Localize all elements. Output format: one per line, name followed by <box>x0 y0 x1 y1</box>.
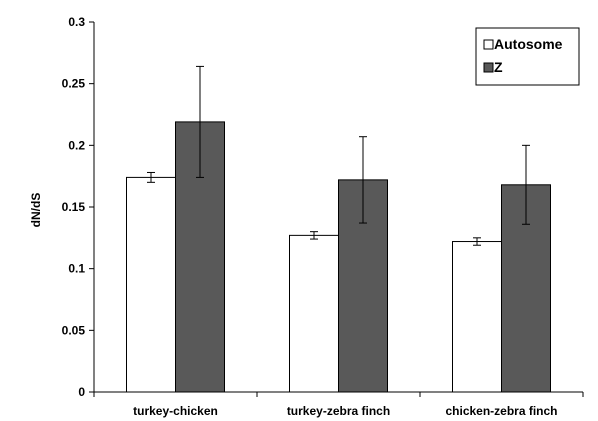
legend: Autosome Z <box>475 27 580 86</box>
y-tick-label: 0.3 <box>68 15 85 29</box>
y-tick-label: 0.1 <box>68 262 85 276</box>
legend-swatch-autosome <box>483 39 494 50</box>
y-tick-label: 0.25 <box>62 77 86 91</box>
legend-label-z: Z <box>494 59 503 75</box>
bar-series <box>126 65 551 393</box>
legend-box <box>475 27 580 86</box>
legend-label-autosome: Autosome <box>494 36 563 52</box>
category-label: turkey-chicken <box>133 404 218 418</box>
y-tick-label: 0.2 <box>68 138 85 152</box>
y-tick-label: 0.15 <box>62 200 86 214</box>
category-label: turkey-zebra finch <box>287 404 390 418</box>
bar-autosome-2 <box>289 234 339 393</box>
y-axis-title: dN/dS <box>29 193 43 228</box>
bar-autosome-1 <box>126 176 176 393</box>
y-tick-label: 0.05 <box>62 323 86 337</box>
legend-swatch-z <box>483 62 494 73</box>
bar-autosome-3 <box>452 241 502 393</box>
category-label: chicken-zebra finch <box>445 404 557 418</box>
category-labels: turkey-chicken turkey-zebra finch chicken-… <box>133 404 557 418</box>
y-tick-label: 0 <box>78 385 85 399</box>
